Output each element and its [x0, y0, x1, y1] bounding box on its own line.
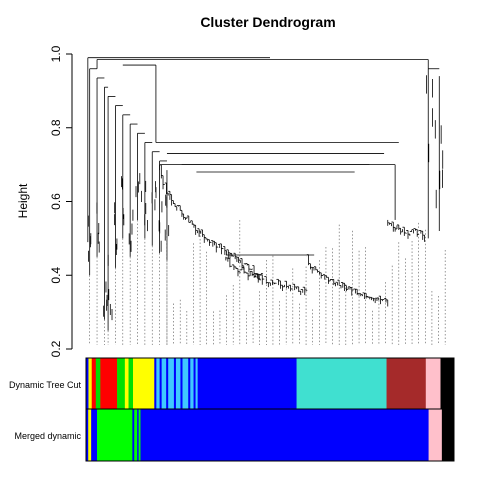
- leaf-guide-lines: [89, 219, 446, 345]
- module-color-segment: [386, 358, 427, 409]
- module-color-segment: [440, 358, 455, 409]
- module-color-segment: [132, 409, 135, 461]
- module-color-segment: [97, 409, 133, 461]
- module-color-segment: [140, 409, 429, 461]
- module-color-segment: [428, 409, 443, 461]
- module-color-segment: [95, 358, 101, 409]
- module-color-segment: [166, 358, 169, 409]
- module-color-segment: [182, 358, 189, 409]
- y-axis-label: Height: [16, 183, 30, 218]
- module-color-segment: [168, 358, 175, 409]
- module-color-segment: [86, 358, 89, 409]
- y-tick-label: 0.6: [49, 193, 63, 210]
- module-color-segment: [117, 358, 126, 409]
- module-color-segment: [173, 358, 177, 409]
- module-color-segment: [88, 358, 93, 409]
- module-color-segment: [91, 409, 98, 461]
- row-label-dynamic-tree-cut: Dynamic Tree Cut: [9, 380, 82, 390]
- module-color-segment: [195, 358, 198, 409]
- y-tick-label: 0.4: [49, 267, 63, 284]
- y-tick-label: 0.8: [49, 119, 63, 136]
- module-color-segment: [161, 358, 167, 409]
- module-color-segment: [124, 358, 129, 409]
- module-color-segment: [91, 358, 97, 409]
- module-color-segment: [159, 358, 162, 409]
- module-color-segment: [154, 358, 157, 409]
- y-tick-label: 1.0: [49, 45, 63, 62]
- module-row-frame: [85, 408, 455, 462]
- module-color-segment: [296, 358, 387, 409]
- module-color-segment: [133, 358, 155, 409]
- module-color-segment: [138, 409, 141, 461]
- module-color-segment: [137, 409, 139, 461]
- y-tick-label: 0.2: [49, 340, 63, 357]
- dendrogram-tree: [87, 57, 444, 331]
- module-row-labels: Dynamic Tree Cut Merged dynamic: [9, 380, 82, 441]
- row-label-merged-dynamic: Merged dynamic: [14, 431, 81, 441]
- module-color-rows: [85, 357, 455, 462]
- module-color-segment: [180, 358, 183, 409]
- module-color-segment: [128, 358, 134, 409]
- module-color-segment: [134, 409, 138, 461]
- module-color-segment: [188, 358, 191, 409]
- module-color-segment: [88, 409, 92, 461]
- y-axis: 0.2 0.4 0.6 0.8 1.0: [49, 45, 73, 357]
- chart-title: Cluster Dendrogram: [200, 14, 335, 30]
- module-color-segment: [100, 358, 118, 409]
- module-color-segment: [86, 409, 89, 461]
- module-color-segment: [156, 358, 160, 409]
- module-color-segment: [425, 358, 441, 409]
- module-color-segment: [175, 358, 181, 409]
- module-color-segment: [441, 409, 455, 461]
- module-color-segment: [193, 358, 196, 409]
- module-color-segment: [190, 358, 194, 409]
- module-color-segment: [197, 358, 297, 409]
